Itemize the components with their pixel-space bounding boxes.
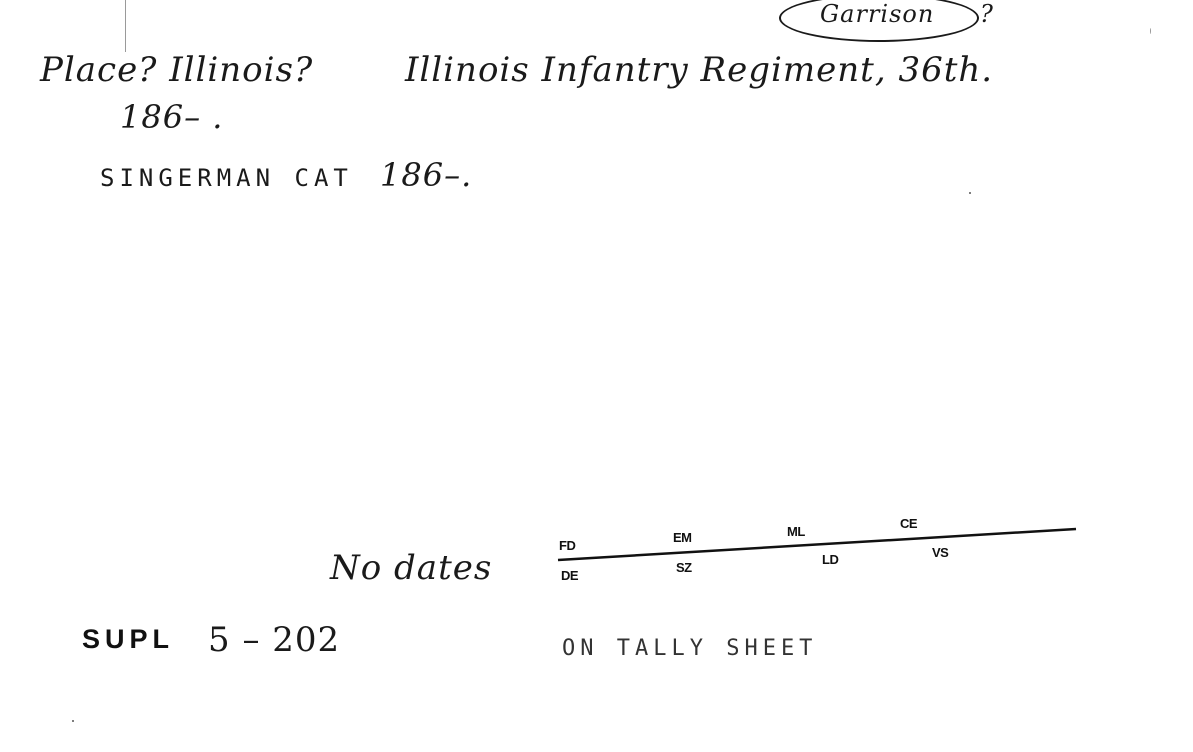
tally-code-ce: CE — [900, 516, 918, 531]
no-dates-note: No dates — [330, 548, 493, 588]
paper-speck — [1150, 28, 1151, 34]
card-margin-line — [125, 0, 126, 52]
catalog-label: SINGERMAN CAT — [100, 164, 353, 192]
place-line: Place? Illinois? — [40, 50, 314, 90]
tally-code-de: DE — [561, 568, 579, 583]
tally-code-ld: LD — [822, 552, 839, 567]
tally-code-ml: ML — [787, 524, 805, 539]
regiment-heading: Illinois Infantry Regiment, 36th. — [405, 50, 994, 90]
paper-speck — [72, 720, 74, 722]
date-line: 186– . — [120, 98, 224, 136]
tally-sheet-note: ON TALLY SHEET — [562, 636, 818, 661]
garrison-note: Garrison — [820, 0, 935, 28]
supl-label: SUPL — [82, 624, 175, 654]
paper-speck — [969, 192, 971, 194]
tally-code-vs: VS — [932, 545, 949, 560]
tally-code-em: EM — [673, 530, 692, 545]
supl-number: 5 – 202 — [208, 620, 341, 660]
tally-code-sz: SZ — [676, 560, 692, 575]
tally-code-fd: FD — [559, 538, 576, 553]
catalog-date: 186–. — [380, 156, 473, 194]
garrison-question-mark: ? — [980, 0, 994, 28]
garrison-circle — [779, 0, 979, 42]
